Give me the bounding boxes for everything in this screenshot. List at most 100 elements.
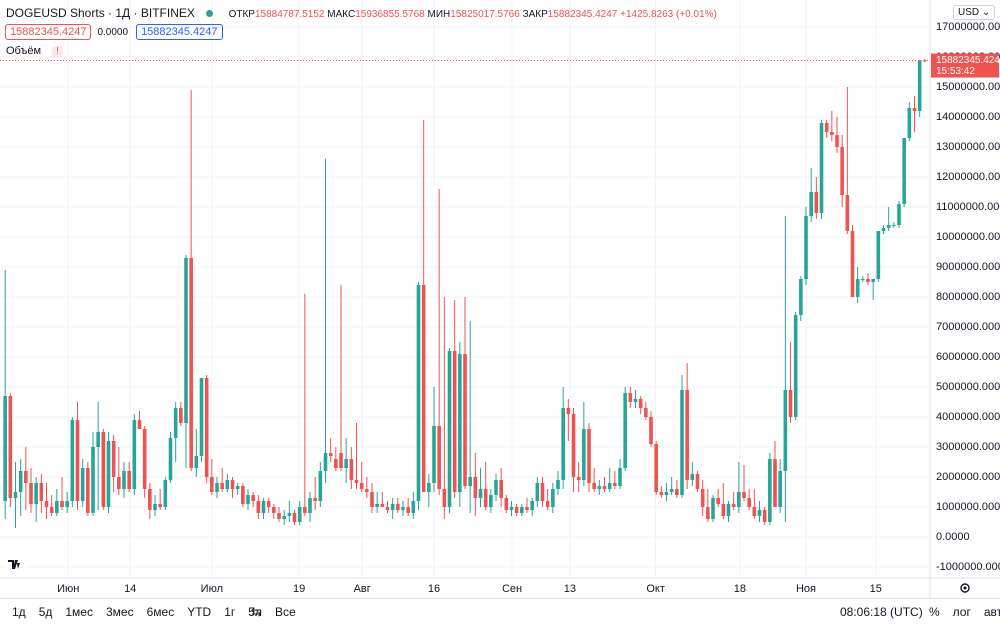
range-button[interactable]: 6мес [146, 605, 175, 619]
candle-body [117, 477, 121, 489]
candle-body [644, 408, 648, 417]
candle-body [349, 459, 354, 480]
candle-body [75, 420, 80, 501]
candle-body [210, 477, 214, 492]
change: +1425.8263 (+0.01%) [620, 9, 717, 20]
range-button[interactable]: 1мес [65, 605, 93, 619]
range-button[interactable]: 3мес [105, 605, 134, 619]
candle-body [793, 315, 798, 417]
candle-body [334, 459, 338, 468]
candle-body [659, 492, 664, 495]
candle-body [101, 432, 106, 507]
candle-body [153, 504, 157, 510]
candle-body [287, 513, 292, 516]
candle-body [752, 507, 757, 516]
candle-body [173, 408, 178, 438]
x-tick-label: 14 [124, 583, 136, 595]
candle-body [700, 489, 705, 507]
candle-body [623, 393, 627, 468]
y-tick-label: 15000000.0000 [936, 81, 1000, 93]
ohlc-values: ОТКР15884787.5152 МАКС15936855.5768 МИН1… [229, 9, 717, 20]
y-tick-label: -1000000.0000 [936, 561, 1000, 573]
candle-body [845, 195, 850, 231]
candle-body [55, 501, 59, 513]
candle-body [60, 501, 64, 507]
candle-body [742, 492, 746, 498]
y-tick-label: 13000000.0000 [936, 141, 1000, 153]
candle-body [18, 471, 23, 492]
candle-body [359, 483, 364, 489]
candle-body [809, 192, 813, 216]
currency-select[interactable]: USD ⌄ [953, 5, 996, 20]
candle-body [664, 492, 669, 495]
range-button[interactable]: 1д [12, 605, 26, 619]
candle-body [540, 483, 545, 501]
candle-body [328, 453, 333, 456]
candle-body [778, 471, 782, 507]
candle-body [204, 378, 209, 477]
candle-body [49, 507, 54, 513]
candle-body [127, 471, 131, 489]
candle-body [788, 390, 793, 417]
candle-body [199, 378, 204, 456]
countdown-label: 15:53:42 [936, 66, 975, 77]
status-dot [206, 10, 214, 17]
scale-mode-button[interactable]: лог [952, 605, 971, 619]
candle-body [525, 507, 529, 510]
range-button[interactable]: YTD [187, 605, 212, 619]
range-button[interactable]: 5л [248, 605, 262, 619]
candle-body [566, 408, 571, 414]
candle-body [489, 495, 493, 507]
y-tick-label: 1000000.0000 [936, 501, 1000, 513]
candle-body [556, 480, 560, 489]
candle-body [380, 504, 385, 507]
range-button[interactable]: 1г [224, 605, 236, 619]
candle-body [675, 489, 679, 495]
candle-body [3, 396, 7, 501]
range-button[interactable]: Все [274, 605, 296, 619]
candle-body [96, 432, 100, 447]
scale-mode-button[interactable]: % [929, 605, 940, 619]
candle-body [148, 489, 152, 510]
y-tick-label: 6000000.0000 [936, 351, 1000, 363]
candle-body [592, 483, 596, 489]
candle-body [86, 468, 90, 513]
candle-body [106, 441, 111, 507]
candle-body [917, 60, 922, 111]
candle-body [897, 204, 901, 225]
candle-body [24, 471, 28, 483]
ask-box: 15882345.4247 [136, 24, 223, 40]
candle-body [716, 498, 720, 504]
high-value: 15936855.5768 [355, 9, 425, 20]
candle-body [230, 480, 235, 489]
price-row: 15882345.4247 0.0000 15882345.4247 [5, 24, 229, 40]
candle-body [34, 483, 38, 504]
candle-body [308, 498, 312, 513]
last-price-tag [931, 53, 999, 78]
candle-body [194, 456, 199, 468]
scale-mode-button[interactable]: авто [983, 605, 1000, 619]
legend-row: DOGEUSD Shorts · 1Д · BITFINEX ОТКР15884… [6, 6, 717, 20]
candle-body [158, 504, 162, 507]
candle-body [463, 354, 467, 486]
candle-body [871, 279, 875, 282]
candle-body [142, 429, 147, 489]
candle-body [189, 258, 193, 468]
candle-body [607, 483, 612, 489]
candle-body [819, 123, 824, 213]
settings-icon[interactable] [960, 583, 970, 593]
candle-body [804, 216, 808, 279]
volume-warning[interactable]: ! [52, 46, 63, 57]
candle-body [747, 498, 751, 507]
close-value: 15882345.4247 [547, 9, 618, 20]
candle-body [468, 477, 472, 486]
candle-body [814, 192, 819, 213]
candle-body [602, 486, 607, 489]
candle-body [762, 510, 767, 522]
candle-body [39, 483, 44, 501]
candle-body [437, 426, 441, 489]
date-range-icon[interactable]: ⇆ [251, 604, 262, 619]
y-tick-label: 11000000.0000 [936, 201, 1000, 213]
range-button[interactable]: 5д [38, 605, 53, 619]
